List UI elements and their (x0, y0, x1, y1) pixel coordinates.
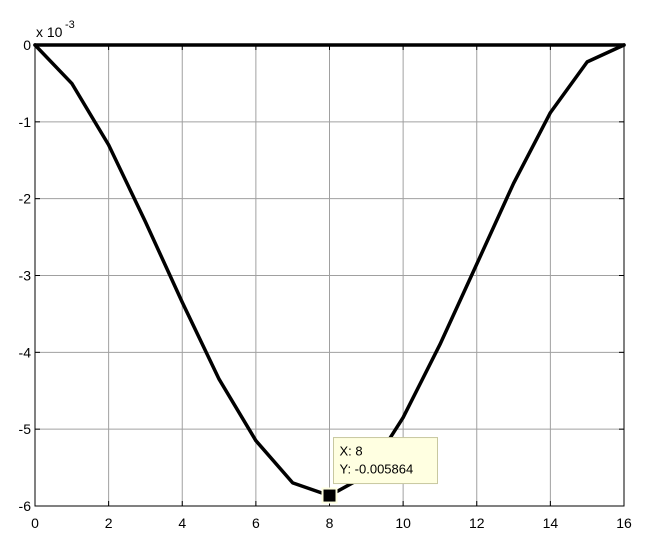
x-tick-label: 8 (326, 515, 334, 531)
y-tick-label: -2 (19, 191, 32, 207)
axes-box (34, 44, 625, 507)
x-tick-label: 6 (252, 515, 260, 531)
datatip-box[interactable] (333, 437, 438, 485)
x-tick-label: 12 (469, 515, 485, 531)
y-tick-label: -5 (19, 421, 32, 437)
grid (35, 45, 624, 506)
x-tick-label: 14 (543, 515, 559, 531)
y-tick-label: -6 (19, 498, 32, 514)
x-tick-label: 0 (31, 515, 39, 531)
y-tick-label: -3 (19, 268, 32, 284)
x-tick-label: 16 (616, 515, 632, 531)
datatip-y-text: Y: -0.005864 (340, 462, 414, 477)
x-tick-label: 2 (105, 515, 113, 531)
y-exponent-base: x 10 (36, 24, 63, 40)
x-tick-label: 10 (395, 515, 411, 531)
datatip-marker[interactable] (321, 487, 338, 504)
tick-labels: 0 2 4 6 8 10 12 14 160-1-2-3-4-5-6x 10 -3 (19, 19, 632, 531)
y-tick-label: -4 (19, 344, 32, 360)
y-tick-label: -1 (19, 114, 32, 130)
datatip-x-text: X: 8 (340, 444, 363, 459)
axes (34, 44, 625, 507)
y-exponent-power: -3 (65, 19, 75, 31)
x-tick-label: 4 (178, 515, 186, 531)
y-tick-label: 0 (23, 37, 31, 53)
datatip[interactable]: X: 8 Y: -0.005864 (321, 437, 438, 504)
